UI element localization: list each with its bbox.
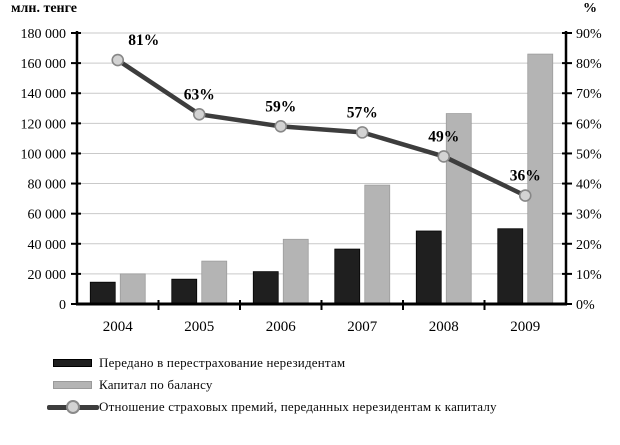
year-label: 2005 [184, 319, 214, 335]
left-tick-label: 20 000 [28, 268, 67, 283]
left-tick-label: 160 000 [21, 57, 67, 72]
bar-capital [445, 113, 472, 305]
right-tick-label: 50% [576, 147, 602, 162]
right-tick-label: 70% [576, 87, 602, 102]
bar-reinsurance [89, 281, 116, 305]
legend-item-capital-bars: Капитал по балансу [46, 374, 497, 396]
right-tick-label: 0% [576, 298, 595, 313]
point-label: 63% [184, 86, 215, 103]
line-marker [355, 126, 369, 139]
legend-label-ratio: Отношение страховых премий, переданных н… [99, 399, 497, 414]
marker-dot-icon [65, 400, 80, 414]
dark-bar-swatch [53, 359, 92, 367]
right-tick-label: 30% [576, 208, 602, 223]
bar-capital [282, 238, 309, 305]
point-label: 49% [428, 128, 459, 145]
line-marker [111, 53, 125, 67]
year-label: 2008 [429, 319, 459, 335]
left-tick-label: 80 000 [28, 178, 67, 193]
bar-capital [119, 273, 146, 305]
bar-reinsurance [171, 278, 198, 305]
right-tick-label: 20% [576, 238, 602, 253]
right-tick-label: 10% [576, 268, 602, 283]
left-tick-label: 0 [59, 298, 66, 313]
bar-reinsurance [334, 248, 361, 305]
line-marker-swatch [46, 400, 99, 414]
line-marker [192, 108, 206, 121]
legend-swatch-box [46, 400, 99, 414]
gray-bar-swatch [53, 381, 92, 389]
bar-capital [527, 53, 554, 305]
legend: Передано в перестрахование нерезидентам … [46, 352, 497, 418]
ratio-line [116, 58, 527, 198]
line-marker [437, 150, 451, 163]
legend-swatch-box [46, 381, 99, 389]
bar-capital [201, 260, 228, 305]
year-label: 2004 [103, 319, 134, 335]
left-tick-label: 40 000 [28, 238, 67, 253]
legend-label-reinsurance: Передано в перестрахование нерезидентам [99, 355, 346, 370]
legend-label-capital: Капитал по балансу [99, 377, 213, 392]
bar-reinsurance [497, 228, 524, 305]
right-axis-unit-label: % [583, 1, 597, 16]
year-label: 2006 [266, 319, 297, 335]
bar-capital [364, 184, 391, 305]
point-label: 36% [510, 168, 541, 185]
point-label: 57% [347, 104, 378, 121]
left-tick-label: 140 000 [21, 87, 67, 102]
year-label: 2009 [510, 319, 540, 335]
bar-reinsurance [252, 271, 279, 305]
bar-reinsurance [415, 230, 442, 305]
left-tick-label: 60 000 [28, 208, 67, 223]
point-label: 81% [128, 32, 159, 49]
left-axis-unit-label: млн. тенге [11, 1, 78, 16]
left-tick-label: 180 000 [21, 27, 67, 42]
legend-swatch-box [46, 359, 99, 367]
left-tick-label: 120 000 [21, 117, 67, 132]
right-tick-label: 80% [576, 57, 602, 72]
right-tick-label: 40% [576, 178, 602, 193]
right-tick-label: 60% [576, 117, 602, 132]
left-tick-label: 100 000 [21, 147, 67, 162]
legend-item-reinsurance-bars: Передано в перестрахование нерезидентам [46, 352, 497, 374]
line-marker [274, 120, 288, 133]
right-tick-label: 90% [576, 27, 602, 42]
point-label: 59% [265, 98, 296, 115]
year-label: 2007 [347, 319, 378, 335]
legend-item-ratio-line: Отношение страховых премий, переданных н… [46, 396, 497, 418]
line-marker [518, 189, 532, 202]
